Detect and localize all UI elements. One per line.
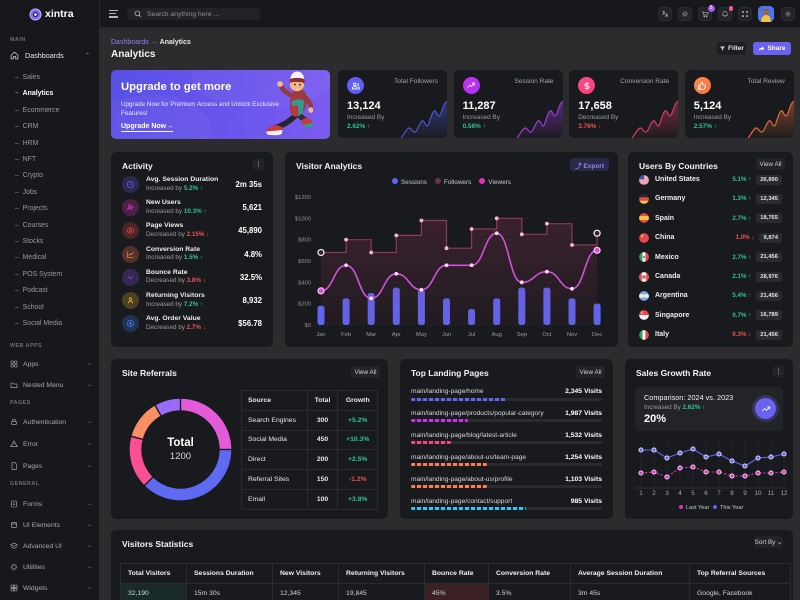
svg-text:Feb: Feb <box>341 332 351 338</box>
svg-text:May: May <box>416 332 427 338</box>
svg-text:$0: $0 <box>305 323 311 329</box>
svg-text:Dec: Dec <box>592 332 602 338</box>
svg-text:Sep: Sep <box>517 332 527 338</box>
svg-text:Apr: Apr <box>392 332 401 338</box>
svg-text:This Year: This Year <box>720 505 743 511</box>
svg-text:2: 2 <box>652 490 656 497</box>
svg-text:Oct: Oct <box>542 332 551 338</box>
svg-text:9: 9 <box>743 490 747 497</box>
svg-text:Nov: Nov <box>567 332 577 338</box>
svg-text:3: 3 <box>665 490 669 497</box>
svg-text:$400: $400 <box>298 280 311 286</box>
svg-text:$600: $600 <box>298 259 311 265</box>
svg-text:Jan: Jan <box>316 332 325 338</box>
svg-text:$800: $800 <box>298 238 311 244</box>
svg-text:8: 8 <box>730 490 734 497</box>
svg-text:11: 11 <box>768 490 775 497</box>
svg-text:Aug: Aug <box>492 332 502 338</box>
svg-text:Last Year: Last Year <box>686 505 709 511</box>
svg-text:5: 5 <box>691 490 695 497</box>
svg-text:Jul: Jul <box>468 332 475 338</box>
svg-text:Jun: Jun <box>442 332 451 338</box>
svg-text:10: 10 <box>754 490 762 497</box>
svg-text:Mar: Mar <box>366 332 376 338</box>
svg-text:4: 4 <box>678 490 682 497</box>
svg-text:$1000: $1000 <box>295 216 311 222</box>
svg-text:12: 12 <box>780 490 788 497</box>
svg-text:$200: $200 <box>298 302 311 308</box>
svg-text:6: 6 <box>704 490 708 497</box>
svg-text:7: 7 <box>717 490 721 497</box>
svg-text:1: 1 <box>639 490 643 497</box>
svg-text:$1200: $1200 <box>295 195 311 201</box>
